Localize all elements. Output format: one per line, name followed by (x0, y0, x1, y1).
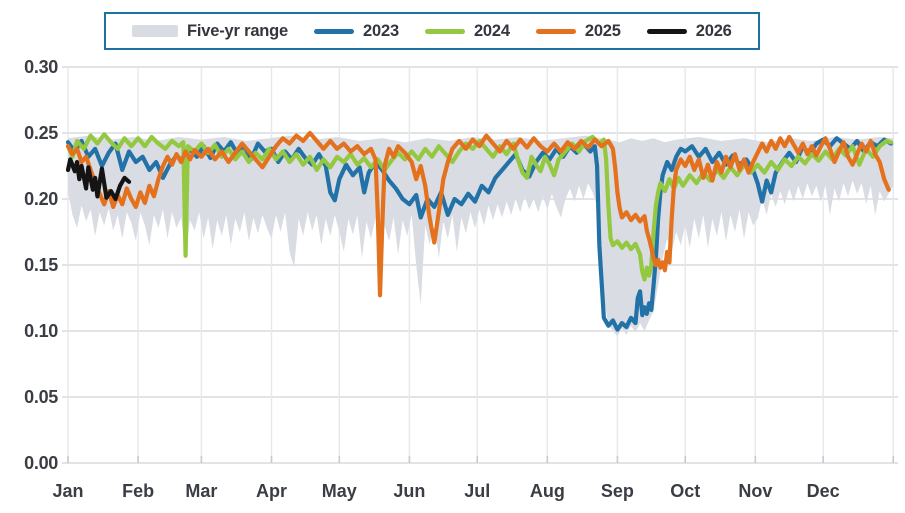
legend-item-y2023: 2023 (314, 22, 399, 41)
x-tick-label: Mar (185, 481, 217, 501)
legend-label: 2025 (584, 21, 621, 40)
legend-swatch-y2023 (314, 28, 355, 34)
x-tick-label: Sep (601, 481, 634, 501)
y-tick-label: 0.20 (24, 189, 58, 209)
y-tick-label: 0.05 (24, 387, 58, 407)
x-tick-label: Oct (670, 481, 700, 501)
x-tick-label: Jun (393, 481, 425, 501)
legend-item-y2025: 2025 (535, 21, 621, 41)
legend-item-y2026: 2026 (646, 21, 732, 41)
y-tick-label: 0.10 (24, 321, 58, 341)
legend-item-y2024: 2024 (424, 21, 510, 41)
y-tick-label: 0.30 (24, 57, 58, 77)
x-tick-label: Nov (738, 481, 772, 501)
x-tick-label: Feb (122, 481, 154, 501)
x-tick-label: Jul (464, 481, 490, 501)
y-tick-label: 0.15 (24, 255, 58, 275)
legend-swatch-five-yr-range (132, 25, 178, 37)
legend: Five-yr range 2023 2024 2025 2026 (104, 12, 760, 50)
x-tick-label: Jan (52, 481, 83, 501)
y-tick-label: 0.25 (24, 123, 58, 143)
legend-swatch-y2024 (424, 28, 465, 34)
legend-swatch-y2025 (535, 28, 576, 34)
x-tick-label: May (322, 481, 357, 501)
five-yr-range-band (68, 135, 894, 337)
series-line-2025 (65, 130, 891, 298)
series-line-2026 (65, 157, 132, 202)
legend-label: Five-yr range (187, 21, 289, 40)
legend-label: 2023 (363, 21, 399, 40)
x-tick-label: Dec (807, 481, 840, 501)
legend-swatch-y2026 (646, 28, 687, 34)
legend-label: 2024 (473, 21, 510, 40)
y-tick-label: 0.00 (24, 453, 58, 473)
x-tick-label: Apr (256, 481, 287, 501)
x-tick-label: Aug (530, 481, 565, 501)
legend-label: 2026 (695, 21, 732, 40)
legend-item-five-yr-range: Five-yr range (132, 22, 288, 41)
